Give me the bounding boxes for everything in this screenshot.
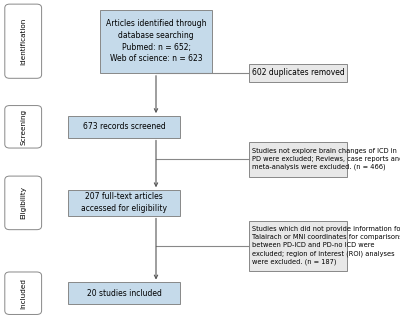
- Text: Screening: Screening: [20, 109, 26, 145]
- FancyBboxPatch shape: [249, 221, 347, 271]
- FancyBboxPatch shape: [249, 64, 347, 82]
- FancyBboxPatch shape: [68, 116, 180, 138]
- FancyBboxPatch shape: [5, 106, 42, 148]
- Text: Identification: Identification: [20, 17, 26, 65]
- Text: Studies not explore brain changes of ICD in
PD were excluded; Reviews, case repo: Studies not explore brain changes of ICD…: [252, 148, 400, 170]
- Text: Included: Included: [20, 278, 26, 309]
- Text: Studies which did not provide information for
Talairach or MNI coordinates for c: Studies which did not provide informatio…: [252, 226, 400, 265]
- FancyBboxPatch shape: [5, 176, 42, 230]
- Text: 207 full-text articles
accessed for eligibility: 207 full-text articles accessed for elig…: [81, 192, 167, 213]
- FancyBboxPatch shape: [68, 190, 180, 216]
- Text: 602 duplicates removed: 602 duplicates removed: [252, 68, 344, 77]
- Text: 20 studies included: 20 studies included: [86, 289, 162, 298]
- FancyBboxPatch shape: [100, 10, 212, 73]
- FancyBboxPatch shape: [5, 4, 42, 78]
- Text: Eligibility: Eligibility: [20, 186, 26, 219]
- FancyBboxPatch shape: [249, 142, 347, 177]
- Text: Articles identified through
database searching
Pubmed: n = 652;
Web of science: : Articles identified through database sea…: [106, 19, 206, 63]
- FancyBboxPatch shape: [68, 282, 180, 304]
- Text: 673 records screened: 673 records screened: [83, 122, 165, 131]
- FancyBboxPatch shape: [5, 272, 42, 314]
